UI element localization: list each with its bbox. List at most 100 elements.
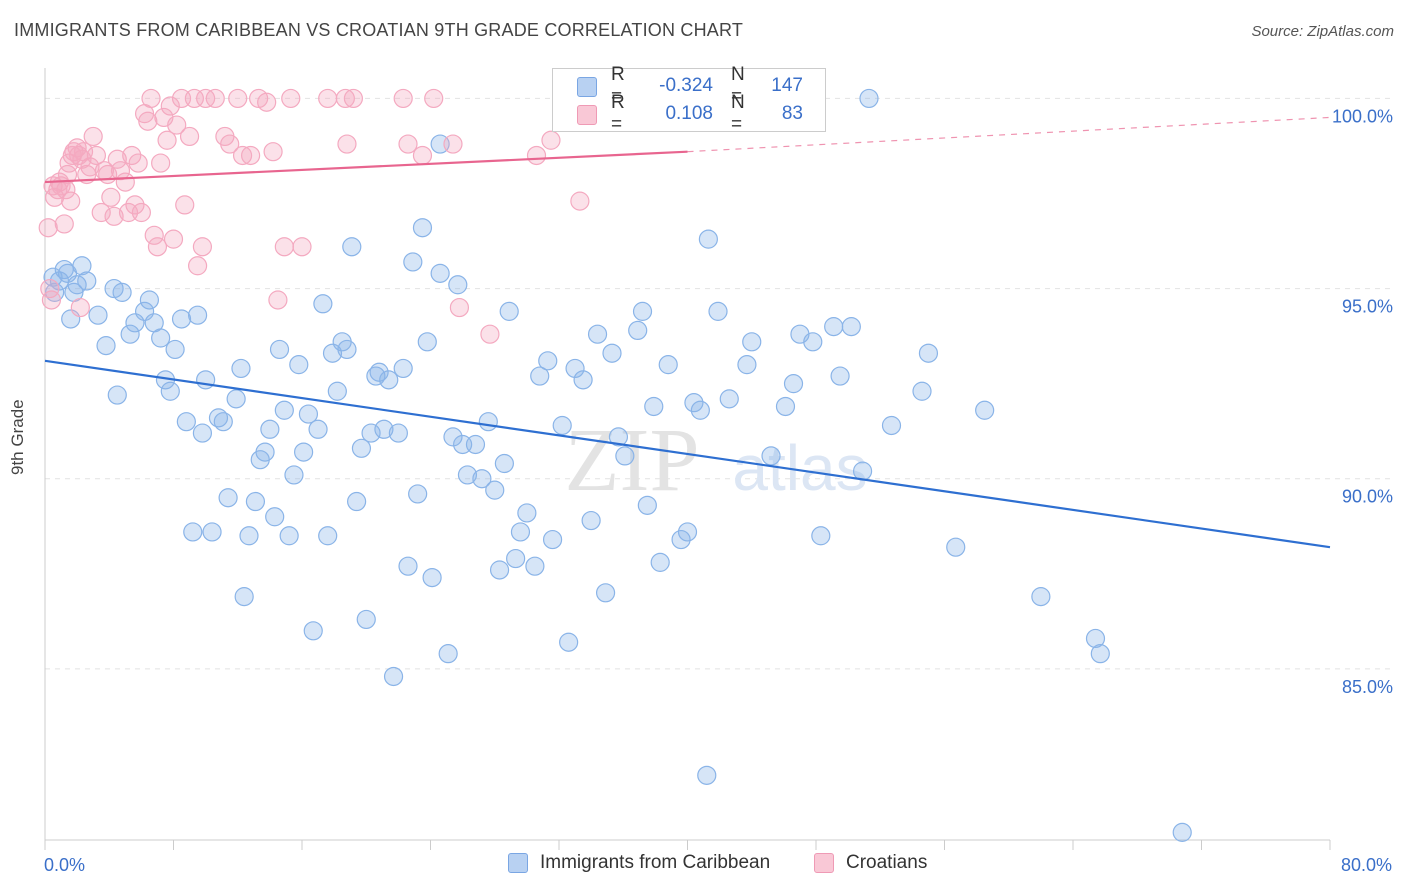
legend-n-label: N = [731,64,745,107]
data-point-caribbean [1085,628,1106,649]
data-point-caribbean [234,587,254,607]
y-tick-label: 90.0% [1342,487,1393,507]
data-point-caribbean [1090,644,1110,664]
data-point-croatians [318,88,338,109]
data-point-caribbean [783,374,804,394]
data-point-caribbean [298,404,319,424]
data-point-croatians [141,88,161,109]
data-point-caribbean [213,412,233,432]
data-point-croatians [163,229,184,249]
data-point-caribbean [1172,822,1192,842]
data-point-caribbean [231,358,251,379]
data-point-caribbean [265,507,285,527]
data-point-caribbean [369,362,389,382]
data-point-caribbean [342,237,362,257]
data-point-croatians [337,134,357,154]
data-point-croatians [160,96,180,116]
data-point-caribbean [615,446,635,466]
data-point-caribbean [308,419,328,439]
data-point-caribbean [677,522,698,542]
data-point-caribbean [255,442,275,462]
data-point-croatians [72,149,92,169]
data-point-caribbean [388,423,408,443]
data-point-caribbean [830,366,850,386]
data-point-caribbean [120,324,140,344]
chart-title: IMMIGRANTS FROM CARIBBEAN VS CROATIAN 9T… [14,20,744,40]
data-point-caribbean [351,438,372,458]
data-point-caribbean [383,666,404,687]
data-point-caribbean [587,324,608,344]
data-point-caribbean [538,351,558,371]
trend-lines [44,116,1331,549]
data-point-caribbean [650,552,670,572]
data-point-caribbean [975,400,995,420]
data-point-caribbean [881,415,902,436]
data-point-caribbean [374,419,394,439]
data-point-croatians [179,126,200,147]
data-point-croatians [232,145,253,166]
data-point-caribbean [637,495,657,515]
data-point-caribbean [412,218,433,238]
data-point-caribbean [284,465,304,485]
legend-r-label: R = [611,92,625,135]
data-point-caribbean [761,446,781,466]
data-point-caribbean [303,621,323,641]
data-point-caribbean [403,252,423,272]
data-point-caribbean [697,765,717,785]
data-point-croatians [151,153,171,173]
data-point-caribbean [187,305,208,325]
bottom-legend-swatch-caribbean [508,853,528,873]
data-point-caribbean [269,339,290,360]
data-point-caribbean [202,522,222,542]
data-point-caribbean [465,434,486,455]
data-point-caribbean [530,366,550,386]
data-point-caribbean [192,423,213,443]
data-point-caribbean [260,419,280,439]
data-point-caribbean [112,282,132,302]
data-point-caribbean [289,355,309,375]
data-point-croatians [268,290,288,310]
data-point-caribbean [542,529,563,550]
data-point-caribbean [318,526,338,546]
data-point-caribbean [226,389,246,409]
data-point-caribbean [824,317,844,337]
data-point-caribbean [494,453,514,474]
data-point-croatians [83,126,103,147]
data-point-croatians [167,115,187,135]
data-point-caribbean [608,427,629,447]
data-point-croatians [205,88,225,109]
data-point-caribbean [176,412,196,432]
data-point-caribbean [559,632,579,652]
data-point-caribbean [602,343,622,363]
data-point-caribbean [218,488,238,508]
data-point-caribbean [658,355,678,375]
legend-n-value: 83 [781,103,803,124]
data-point-caribbean [77,271,97,291]
data-point-caribbean [294,442,314,462]
source-label: Source: ZipAtlas.com [1251,23,1394,40]
bottom-legend-croatians: Croatians [814,852,927,874]
data-point-croatians [104,206,124,226]
legend-r-value: -0.324 [659,75,713,96]
data-point-caribbean [67,275,87,295]
data-point-croatians [122,145,142,166]
data-point-croatians [54,214,74,234]
data-point-caribbean [671,529,691,550]
correlation-legend: R = -0.324 N = 147 R = 0.108 N = 83 [552,64,826,135]
data-point-caribbean [478,412,498,432]
data-point-croatians [128,153,148,173]
data-point-caribbean [742,332,762,352]
data-point-caribbean [72,256,92,276]
data-point-caribbean [347,491,367,512]
data-point-caribbean [489,560,510,580]
data-point-croatians [41,290,62,310]
data-point-caribbean [565,358,585,379]
data-point-caribbean [327,381,347,401]
data-point-croatians [449,297,470,318]
data-point-caribbean [510,522,531,542]
data-point-croatians [38,218,58,238]
data-point-croatians [144,225,164,245]
x-tick-label-min: 0.0% [44,855,85,875]
y-tick-label: 95.0% [1342,297,1393,317]
data-point-caribbean [107,385,127,405]
